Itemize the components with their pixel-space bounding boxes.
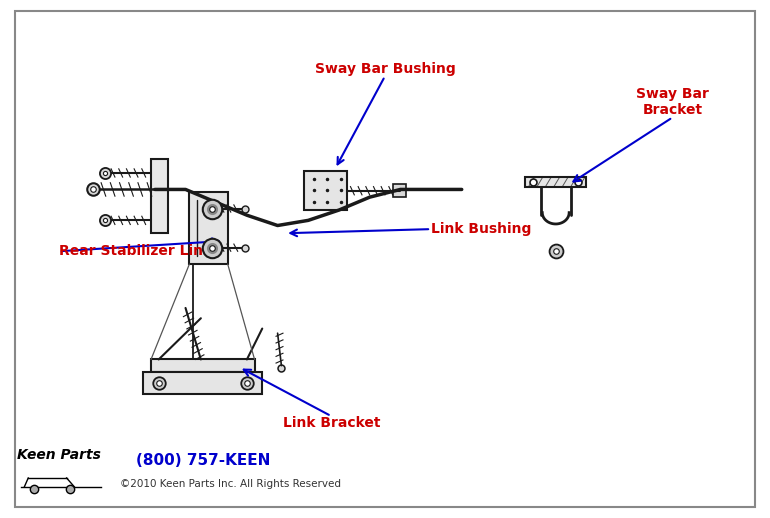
Text: Sway Bar Bushing: Sway Bar Bushing — [315, 62, 455, 76]
Text: Link Bushing: Link Bushing — [431, 222, 531, 236]
Text: ©2010 Keen Parts Inc. All Rights Reserved: ©2010 Keen Parts Inc. All Rights Reserve… — [120, 479, 341, 488]
Text: Keen Parts: Keen Parts — [17, 448, 101, 462]
Bar — [143, 372, 263, 394]
Bar — [525, 177, 586, 187]
Text: Rear Stabilizer Link: Rear Stabilizer Link — [59, 244, 212, 258]
Bar — [151, 359, 255, 372]
Bar — [151, 159, 168, 233]
Bar — [393, 184, 407, 197]
Text: Sway Bar
Bracket: Sway Bar Bracket — [636, 87, 709, 117]
Text: (800) 757-KEEN: (800) 757-KEEN — [136, 453, 270, 468]
Text: Link Bracket: Link Bracket — [283, 416, 380, 430]
Bar — [189, 192, 228, 264]
Bar — [304, 171, 346, 210]
